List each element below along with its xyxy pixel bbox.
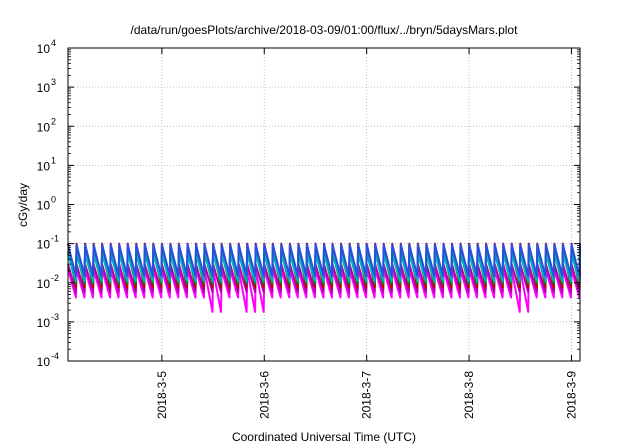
y-tick-label: 10 bbox=[37, 159, 51, 173]
y-tick-exponent: -1 bbox=[51, 234, 59, 244]
y-tick-exponent: 2 bbox=[51, 116, 56, 126]
y-tick-exponent: 1 bbox=[51, 155, 56, 165]
y-tick-exponent: 4 bbox=[51, 38, 56, 48]
y-tick-exponent: -3 bbox=[51, 312, 59, 322]
y-axis-label: cGy/day bbox=[16, 183, 30, 227]
y-tick-label: 10 bbox=[37, 238, 51, 252]
y-tick-label: 10 bbox=[37, 355, 51, 369]
series-line-6 bbox=[67, 243, 581, 277]
y-tick-label: 10 bbox=[37, 81, 51, 95]
y-tick-label: 10 bbox=[37, 42, 51, 56]
y-tick-exponent: -4 bbox=[51, 351, 59, 361]
grid bbox=[68, 48, 580, 361]
series-group bbox=[67, 242, 581, 313]
y-tick-label: 10 bbox=[37, 277, 51, 291]
x-tick-label: 2018-3-8 bbox=[462, 371, 476, 419]
y-tick-exponent: 3 bbox=[51, 77, 56, 87]
x-axis-label: Coordinated Universal Time (UTC) bbox=[232, 430, 416, 444]
series-line-1 bbox=[67, 268, 581, 313]
x-tick-label: 2018-3-6 bbox=[257, 371, 271, 419]
y-tick-label: 10 bbox=[37, 199, 51, 213]
series-line-5 bbox=[67, 252, 581, 283]
y-tick-label: 10 bbox=[37, 316, 51, 330]
y-tick-exponent: -2 bbox=[51, 273, 59, 283]
series-line-2 bbox=[67, 263, 581, 293]
x-tick-label: 2018-3-9 bbox=[564, 371, 578, 419]
x-tick-label: 2018-3-7 bbox=[360, 371, 374, 419]
x-tick-label: 2018-3-5 bbox=[155, 371, 169, 419]
x-axis: 2018-3-5 2018-3-6 2018-3-7 2018-3-8 2018-3-9 bbox=[155, 48, 578, 419]
y-tick-label: 10 bbox=[37, 120, 51, 134]
y-tick-exponent: 0 bbox=[51, 195, 56, 205]
chart-title: /data/run/goesPlots/archive/2018-03-09/0… bbox=[131, 23, 519, 37]
